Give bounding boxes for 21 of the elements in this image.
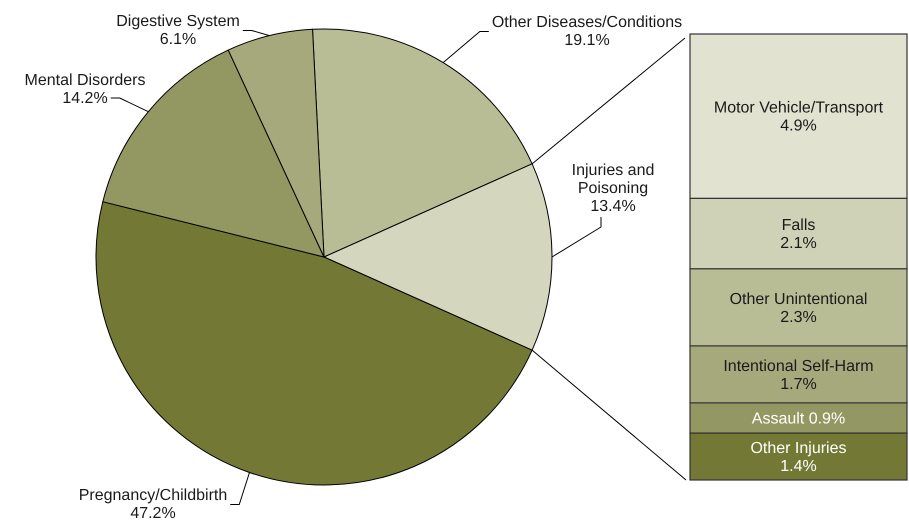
slice-label: Mental Disorders <box>24 72 146 89</box>
data-label: 2.1% <box>780 235 817 252</box>
data-label: 1.7% <box>780 376 817 393</box>
series-label: Falls <box>782 217 816 234</box>
slice-label: Other Diseases/Conditions <box>492 14 682 31</box>
series-label: Intentional Self-Harm <box>723 358 874 375</box>
data-label: 2.3% <box>780 308 817 326</box>
text: Assault 0.9% <box>752 410 846 428</box>
data-label: 1.4% <box>780 458 817 476</box>
data-label: 47.2% <box>130 505 176 522</box>
data-label: 19.1% <box>564 32 610 49</box>
slice-label: Pregnancy/Childbirth <box>78 487 228 504</box>
series-label: Other Injuries <box>750 440 847 458</box>
data-label: 6.1% <box>160 31 196 48</box>
slice-label: Injuries and Poisoning <box>572 162 654 197</box>
series-label: Other Unintentional <box>730 290 868 308</box>
slice-label: Digestive System <box>116 13 240 30</box>
series-label: Motor Vehicle/Transport <box>714 100 884 117</box>
data-label: 14.2% <box>62 90 108 107</box>
data-label: 4.9% <box>780 118 817 135</box>
data-label: 13.4% <box>590 198 636 215</box>
